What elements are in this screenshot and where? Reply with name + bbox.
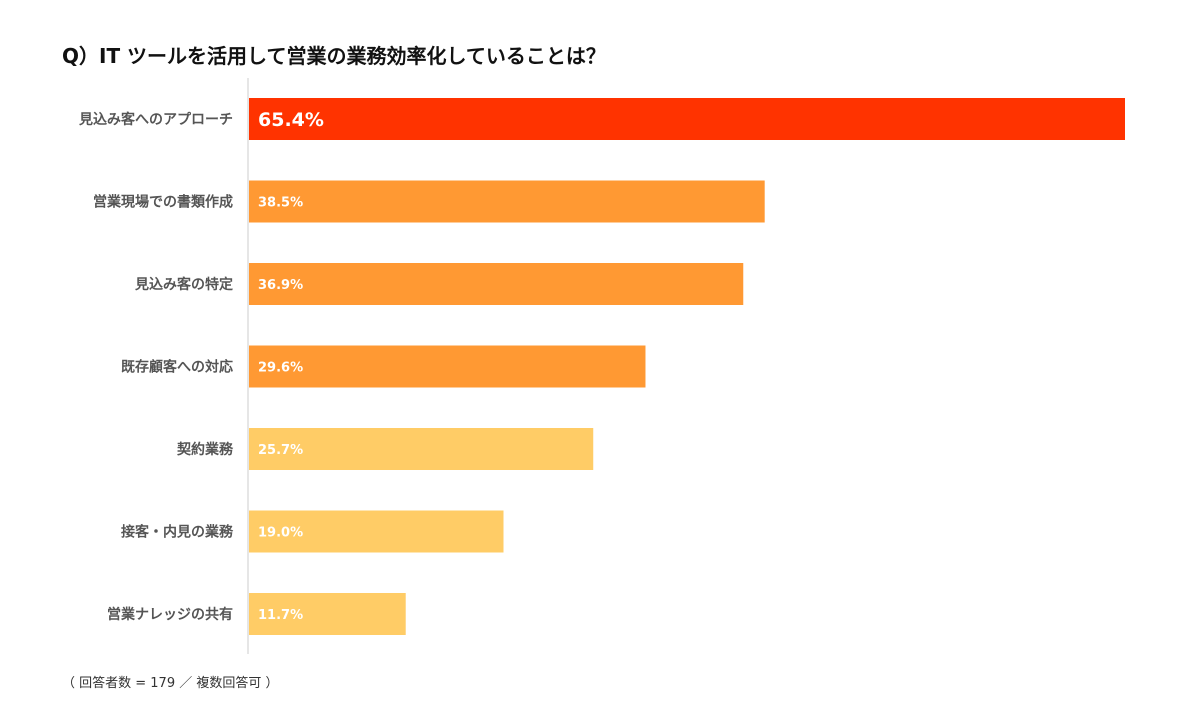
bar-2 [249,180,765,223]
value-label-5: 25.7% [258,443,303,458]
footnote: （ 回答者数 = 179 ／ 複数回答可 ） [62,676,279,691]
bar-5 [249,428,594,470]
bar-1 [249,98,1125,140]
category-label-3: 見込み客の特定 [134,276,233,293]
chart-title: Q）IT ツールを活用して営業の業務効率化していることは？ [62,44,606,68]
bar-3 [249,263,744,305]
value-label-7: 11.7% [258,608,303,623]
category-label-1: 見込み客へのアプローチ [78,111,233,128]
category-label-2: 営業現場での書類作成 [93,194,233,211]
value-label-2: 38.5% [258,196,303,211]
category-label-4: 既存顧客への対応 [121,359,233,376]
category-label-6: 接客・内見の業務 [121,524,234,541]
bar-4 [249,345,646,388]
bars-group: 見込み客へのアプローチ 65.4% 営業現場での書類作成 38.5% 見込み客の特定 36… [78,98,1125,635]
category-label-7: 営業ナレッジの共有 [107,606,233,623]
value-label-3: 36.9% [258,278,303,293]
value-label-1: 65.4% [258,109,324,131]
bar-6 [249,510,504,553]
value-label-4: 29.6% [258,361,303,376]
bar-7 [249,593,406,635]
value-label-6: 19.0% [258,526,303,541]
category-label-5: 契約業務 [176,441,234,458]
